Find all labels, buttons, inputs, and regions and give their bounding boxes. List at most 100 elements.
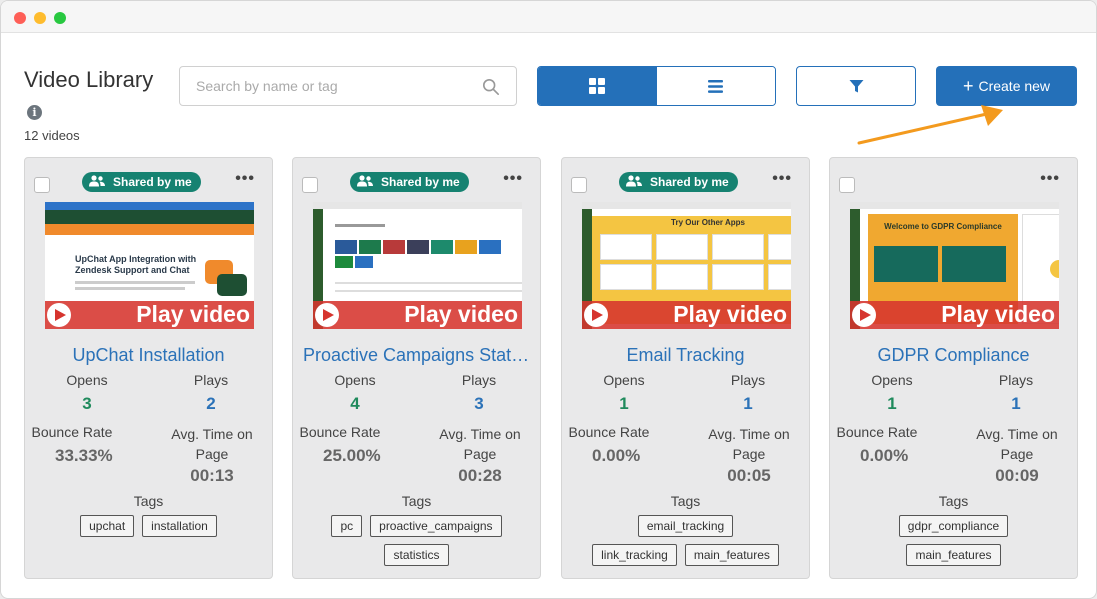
play-video-label: Play video [941,301,1055,327]
tag[interactable]: link_tracking [592,544,677,566]
tags-label: Tags [938,493,969,509]
people-icon [89,174,113,190]
select-checkbox[interactable] [302,177,318,193]
tag-list: gdpr_compliance main_features [830,515,1077,566]
video-card[interactable]: Shared by me ••• UpChat App Integration w… [24,157,273,579]
info-icon[interactable]: i [27,105,42,120]
bounce-rate-value: 0.00% [592,446,641,465]
grid-view-button[interactable] [538,67,657,105]
video-thumbnail[interactable]: Play video [313,202,522,329]
avg-time-value: 00:09 [995,466,1039,485]
page-title: Video Library [24,67,154,92]
people-icon [626,174,650,190]
filter-button[interactable] [796,66,916,106]
video-thumbnail[interactable]: Welcome to GDPR Compliance Play video [850,202,1059,329]
list-view-button[interactable] [656,67,775,105]
thumbnail-heading: Try Our Other Apps [671,218,745,227]
opens-value: 3 [82,394,92,413]
opens-label: Opens [334,372,376,388]
shared-badge-label: Shared by me [381,175,460,189]
select-checkbox[interactable] [34,177,50,193]
avg-time-label: Avg. Time on Page [439,426,521,462]
tag[interactable]: statistics [384,544,449,566]
bounce-rate-value: 25.00% [323,446,381,465]
search-box [179,66,517,106]
create-new-button[interactable]: + Create new [936,66,1077,106]
select-checkbox[interactable] [839,177,855,193]
tag[interactable]: gdpr_compliance [898,515,1009,537]
opens-value: 1 [619,394,629,413]
avg-time-label: Avg. Time on Page [976,426,1058,462]
more-options-icon[interactable]: ••• [1040,170,1060,187]
video-title[interactable]: UpChat Installation [72,345,225,365]
minimize-window-button[interactable] [34,12,46,24]
bounce-rate-label: Bounce Rate [836,424,918,440]
avg-time-label: Avg. Time on Page [171,426,253,462]
shared-badge: Shared by me [82,172,201,192]
tag[interactable]: installation [142,515,217,537]
bounce-rate-value: 0.00% [860,446,909,465]
more-options-icon[interactable]: ••• [503,170,523,187]
video-card[interactable]: Shared by me ••• Play video Proactive Cam… [292,157,541,579]
opens-label: Opens [871,372,913,388]
plays-label: Plays [461,372,497,388]
search-icon[interactable] [482,78,500,96]
tag[interactable]: main_features [684,544,779,566]
more-options-icon[interactable]: ••• [235,170,255,187]
view-toggle [537,66,776,106]
play-video-bar[interactable]: Play video [313,301,522,329]
video-card[interactable]: ••• Welcome to GDPR Compliance Play vide… [829,157,1078,579]
video-count: 12 videos [24,128,80,143]
plays-label: Plays [193,372,229,388]
avg-time-value: 00:13 [190,466,234,485]
opens-label: Opens [66,372,108,388]
play-icon [852,303,876,327]
tag[interactable]: proactive_campaigns [370,515,502,537]
grid-icon [589,78,606,94]
play-icon [584,303,608,327]
play-icon [315,303,339,327]
tag[interactable]: main_features [906,544,1001,566]
play-video-bar[interactable]: Play video [850,301,1059,329]
video-thumbnail[interactable]: Try Our Other Apps Play video [582,202,791,329]
plays-value: 1 [743,394,753,413]
video-title[interactable]: GDPR Compliance [877,345,1030,365]
tag[interactable]: email_tracking [637,515,734,537]
tag[interactable]: pc [331,515,363,537]
tags-label: Tags [670,493,701,509]
tag-list: email_tracking link_tracking main_features [562,515,809,566]
tag[interactable]: upchat [80,515,135,537]
search-input[interactable] [196,67,476,105]
bounce-rate-label: Bounce Rate [31,424,113,440]
maximize-window-button[interactable] [54,12,66,24]
shared-badge: Shared by me [350,172,469,192]
video-thumbnail[interactable]: UpChat App Integration with Zendesk Supp… [45,202,254,329]
annotation-arrow-icon [857,105,1003,145]
plus-icon: + [962,76,974,96]
close-window-button[interactable] [14,12,26,24]
bounce-rate-label: Bounce Rate [299,424,381,440]
tag-list: upchat installation [25,515,272,537]
plays-value: 1 [1011,394,1021,413]
opens-value: 4 [350,394,360,413]
video-card[interactable]: Shared by me ••• Try Our Other Apps Play … [561,157,810,579]
avg-time-value: 00:28 [458,466,502,485]
create-new-label: Create new [978,78,1051,94]
video-title[interactable]: Proactive Campaigns Statis... [303,345,540,365]
people-icon [357,174,381,190]
play-video-label: Play video [136,301,250,327]
more-options-icon[interactable]: ••• [772,170,792,187]
opens-value: 1 [887,394,897,413]
opens-label: Opens [603,372,645,388]
play-video-label: Play video [404,301,518,327]
bounce-rate-label: Bounce Rate [568,424,650,440]
shared-badge: Shared by me [619,172,738,192]
play-video-bar[interactable]: Play video [45,301,254,329]
tag-list: pc proactive_campaigns statistics [293,515,540,566]
video-title[interactable]: Email Tracking [626,345,745,365]
thumbnail-heading: Welcome to GDPR Compliance [884,222,1002,231]
play-video-bar[interactable]: Play video [582,301,791,329]
list-icon [708,79,724,93]
select-checkbox[interactable] [571,177,587,193]
